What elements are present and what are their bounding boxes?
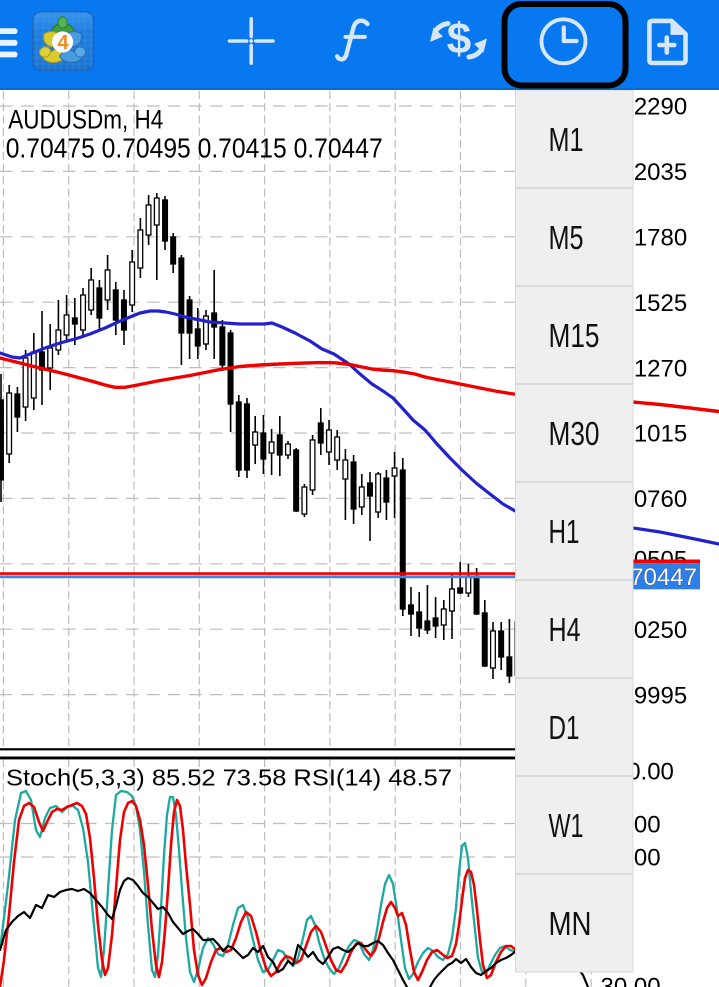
svg-text:30.00: 30.00 (601, 974, 661, 987)
svg-text:H1: H1 (549, 513, 580, 550)
svg-text:M5: M5 (549, 219, 584, 256)
svg-text:D1: D1 (549, 709, 580, 746)
svg-text:H4: H4 (549, 611, 581, 648)
svg-text:W1: W1 (549, 807, 584, 844)
svg-text:M1: M1 (549, 121, 584, 158)
svg-text:M15: M15 (549, 317, 600, 354)
svg-text:MN: MN (549, 905, 592, 942)
svg-text:0.70475 0.70495 0.70415 0.7044: 0.70475 0.70495 0.70415 0.70447 (6, 132, 383, 163)
svg-text:AUDUSDm, H4: AUDUSDm, H4 (8, 104, 163, 134)
svg-text:4: 4 (57, 32, 69, 54)
svg-text:M30: M30 (549, 415, 600, 452)
svg-text:Stoch(5,3,3) 85.52 73.58 RSI(1: Stoch(5,3,3) 85.52 73.58 RSI(14) 48.57 (6, 765, 452, 791)
